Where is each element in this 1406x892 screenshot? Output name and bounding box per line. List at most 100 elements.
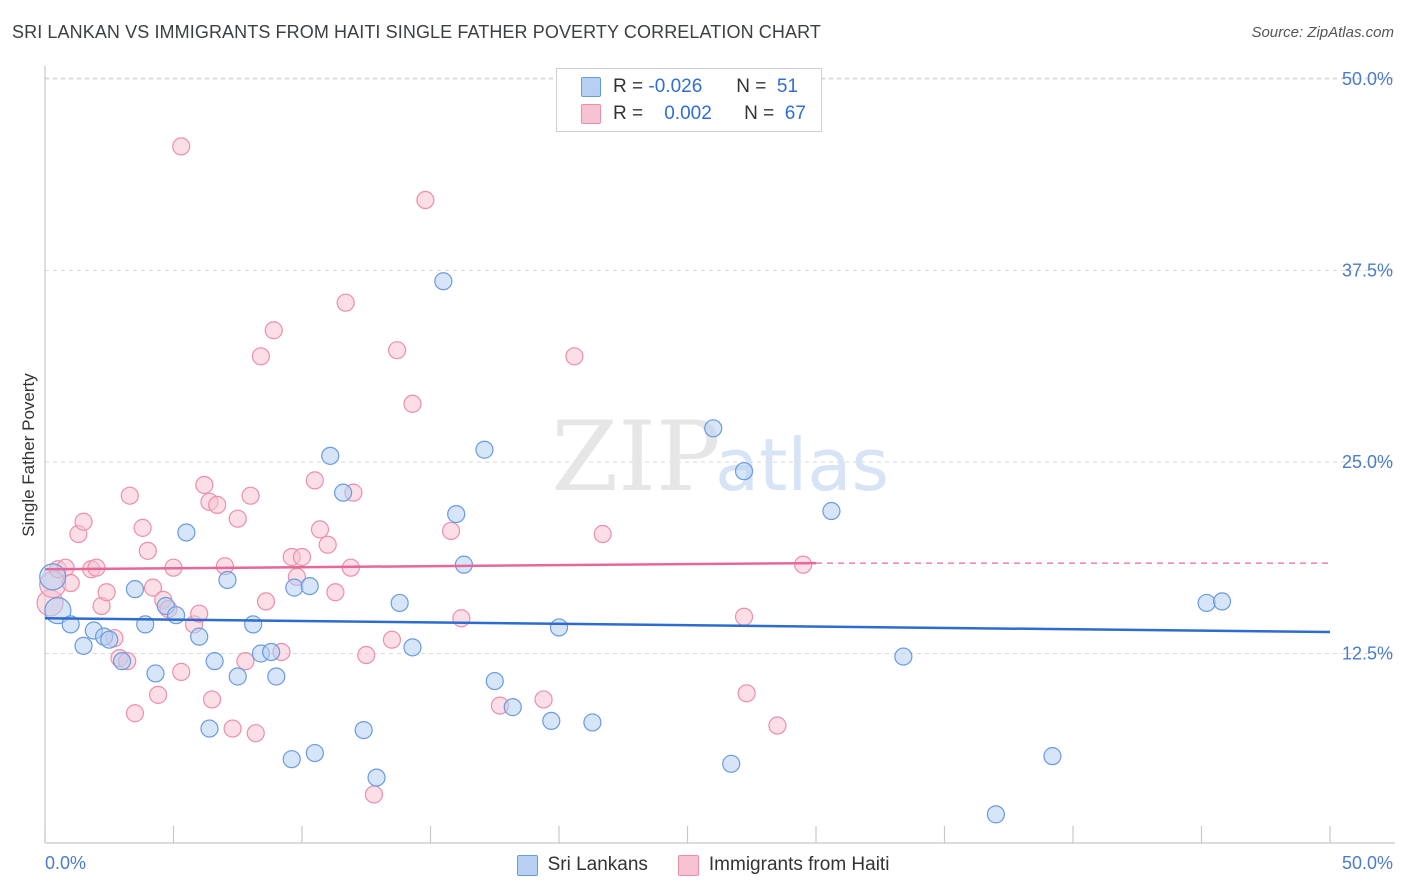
stats-legend: R = -0.026 N = 51 R = 0.002 N = 67: [556, 68, 822, 132]
haiti-point: [452, 609, 471, 628]
haiti-point: [172, 137, 191, 156]
legend-label-haiti: Immigrants from Haiti: [708, 854, 890, 875]
watermark: ZIP atlas: [551, 401, 889, 513]
haiti-point: [74, 512, 93, 531]
srilankan-point: [112, 652, 132, 671]
n-label: N =: [744, 103, 775, 124]
haiti-point: [208, 495, 227, 514]
haiti-point: [310, 520, 330, 539]
srilankan-point: [228, 667, 247, 686]
srilankan-point: [61, 615, 80, 634]
haiti-point: [336, 293, 355, 312]
y-tick-label: 25.0%: [1342, 452, 1393, 472]
srilankan-point: [485, 671, 504, 691]
series-srilankan-points: [39, 272, 1232, 824]
haiti-point: [97, 583, 116, 602]
haiti-point: [403, 394, 422, 413]
haiti-point: [148, 685, 168, 704]
srilankan-point: [734, 462, 754, 481]
tick-labels: 12.5% 25.0% 37.5% 50.0% 0.0% 50.0%: [45, 69, 1393, 873]
srilankan-point: [305, 743, 324, 763]
haiti-point: [441, 521, 461, 541]
srilankan-point: [285, 578, 304, 597]
y-axis-title: Single Father Poverty: [19, 373, 38, 537]
srilankan-point: [894, 647, 913, 666]
n-label: N =: [736, 76, 767, 97]
legend-swatch-srilankan: [516, 854, 538, 876]
srilankan-point: [822, 501, 841, 521]
haiti-point: [120, 486, 139, 505]
legend-label-srilankan: Sri Lankans: [547, 854, 648, 875]
haiti-point: [364, 785, 384, 804]
srilankan-point: [542, 711, 561, 731]
stats-row-srilankan: R = -0.026 N = 51: [581, 75, 798, 99]
series-legend: Sri Lankans Immigrants from Haiti: [0, 852, 1406, 878]
haiti-point: [734, 607, 754, 626]
srilankan-point: [390, 593, 409, 613]
trend-line-haiti: [44, 561, 817, 571]
n-value-srilankan: 51: [776, 76, 799, 97]
haiti-point: [133, 518, 152, 537]
haiti-point: [593, 524, 612, 544]
haiti-point: [387, 341, 407, 360]
haiti-point: [172, 662, 191, 681]
srilankan-point: [100, 630, 119, 649]
haiti-point: [190, 604, 209, 623]
r-value-srilankan: -0.026: [648, 76, 703, 97]
haiti-point: [794, 555, 813, 574]
haiti-point: [125, 704, 145, 723]
srilankan-point: [447, 504, 466, 524]
y-tick-label: 37.5%: [1342, 261, 1393, 281]
haiti-point: [256, 592, 276, 611]
srilankan-point: [367, 768, 386, 787]
haiti-point: [768, 716, 787, 735]
trend-lines: [44, 561, 1331, 634]
haiti-point: [416, 190, 435, 210]
haiti-point: [382, 630, 402, 649]
r-value-haiti: 0.002: [664, 103, 712, 124]
trend-line-srilankan: [44, 617, 1331, 634]
haiti-point: [251, 347, 270, 366]
haiti-point: [565, 347, 584, 366]
haiti-point: [318, 535, 337, 554]
r-label: R =: [613, 76, 644, 97]
srilankan-point: [125, 580, 145, 599]
srilankan-point: [282, 750, 301, 769]
srilankan-point: [39, 563, 67, 591]
haiti-point: [326, 583, 345, 602]
srilankan-point: [218, 570, 237, 590]
haiti-point: [737, 684, 756, 703]
haiti-point: [138, 541, 157, 560]
source-label: Source: ZipAtlas.com: [1251, 24, 1394, 41]
y-tick-label: 50.0%: [1342, 69, 1393, 89]
swatch-srilankan: [581, 77, 601, 97]
srilankan-point: [267, 667, 286, 686]
haiti-point: [246, 724, 265, 743]
srilankan-point: [146, 664, 165, 683]
srilankan-point: [722, 754, 741, 773]
haiti-point: [202, 690, 222, 709]
haiti-point: [357, 645, 376, 665]
srilankan-point: [190, 627, 209, 646]
srilankan-point: [321, 446, 340, 465]
srilankan-point: [503, 698, 522, 717]
y-tick-label: 12.5%: [1342, 644, 1393, 664]
chart-title: SRI LANKAN VS IMMIGRANTS FROM HAITI SING…: [12, 22, 821, 42]
haiti-point: [292, 547, 312, 567]
srilankan-point: [354, 720, 373, 740]
haiti-point: [143, 578, 163, 597]
x-tick-label: 0.0%: [45, 853, 86, 873]
srilankan-point: [205, 652, 224, 671]
srilankan-point: [262, 642, 281, 662]
axes: [44, 66, 1395, 844]
swatch-haiti: [581, 104, 601, 124]
srilankan-point: [244, 615, 263, 634]
haiti-point: [236, 652, 255, 671]
srilankan-point: [177, 523, 196, 542]
srilankan-point: [74, 636, 93, 655]
srilankan-point: [434, 272, 453, 291]
watermark-zip: ZIP: [551, 401, 720, 513]
r-label: R =: [613, 103, 644, 124]
srilankan-point: [583, 713, 602, 732]
